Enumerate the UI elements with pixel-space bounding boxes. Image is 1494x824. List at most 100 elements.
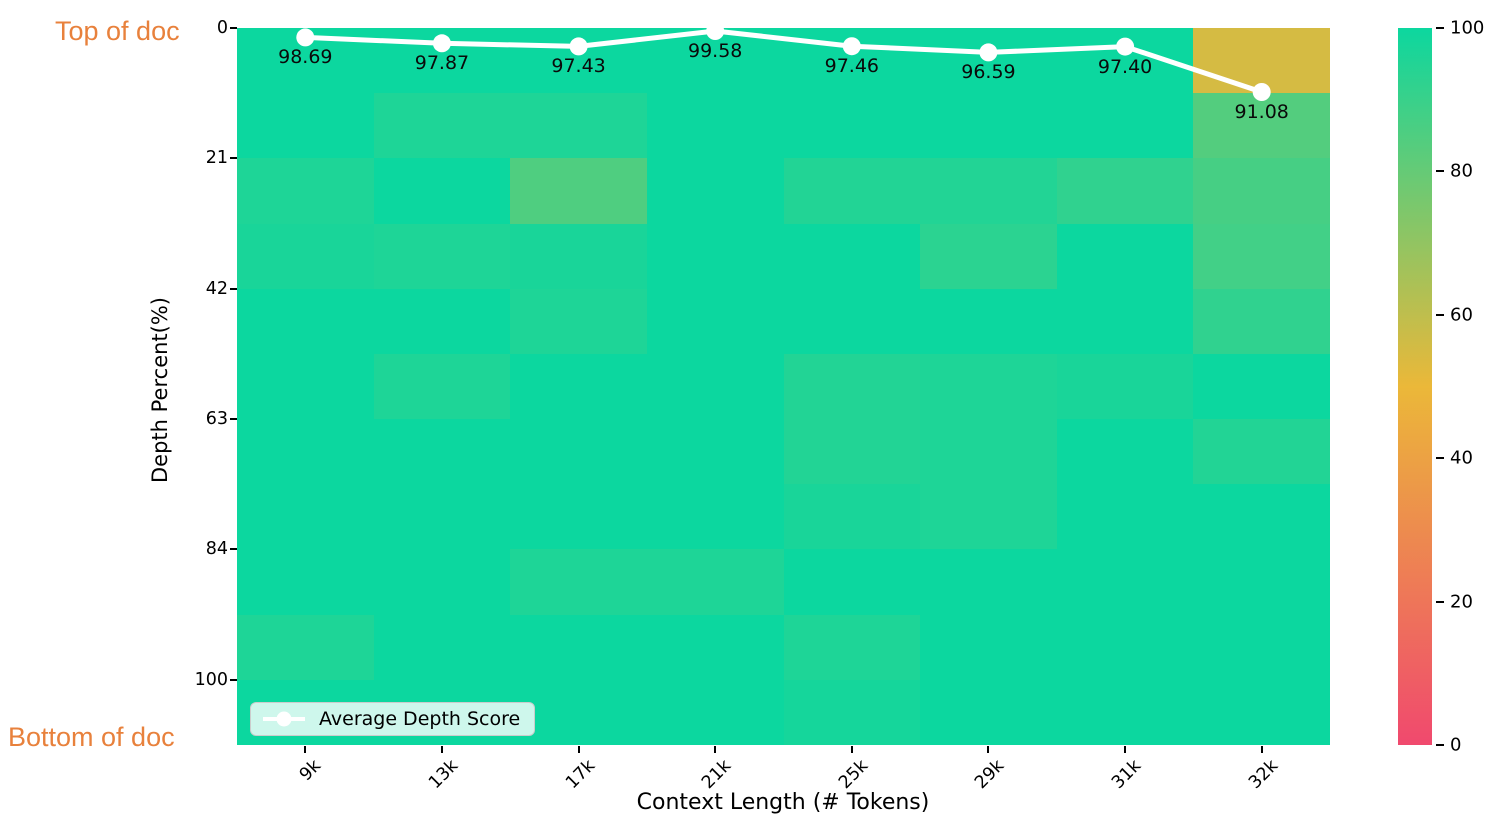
heatmap-cell — [646, 419, 784, 485]
colorbar-tick-label: 40 — [1450, 447, 1473, 469]
colorbar-tick-label: 100 — [1450, 17, 1485, 39]
heatmap-cell — [237, 223, 374, 289]
x-tick-label: 21k — [698, 756, 736, 794]
point-value-label: 91.08 — [1234, 100, 1289, 123]
heatmap-cell — [510, 614, 647, 680]
y-tick-label: 100 — [194, 669, 228, 690]
heatmap-cell — [237, 93, 374, 159]
heatmap-cell — [373, 419, 511, 485]
data-point-marker — [569, 37, 588, 56]
y-tick-mark — [230, 548, 237, 551]
colorbar-tick-mark — [1436, 744, 1444, 746]
data-point-marker — [296, 28, 315, 47]
heatmap-cell — [783, 223, 921, 289]
data-point-marker — [1116, 37, 1135, 56]
colorbar-tick-mark — [1436, 457, 1444, 460]
x-tick-label: 13k — [425, 756, 463, 794]
heatmap-cell — [1193, 93, 1330, 159]
top-of-doc-annotation: Top of doc — [55, 16, 180, 46]
y-tick-label: 42 — [205, 278, 228, 299]
heatmap-cell — [646, 549, 784, 615]
heatmap-cell — [1193, 679, 1330, 745]
data-point-marker — [979, 43, 998, 62]
heatmap-cell — [783, 93, 921, 159]
heatmap-cell — [646, 353, 784, 420]
heatmap-cell — [1193, 419, 1330, 485]
y-tick-label: 21 — [205, 148, 228, 169]
heatmap-cell — [237, 614, 374, 680]
heatmap-cell — [510, 223, 647, 289]
heatmap-cell — [373, 484, 511, 550]
x-tick-label: 31k — [1108, 756, 1146, 794]
heatmap-cell — [646, 484, 784, 550]
heatmap-cell — [373, 614, 511, 680]
point-value-label: 97.46 — [824, 55, 880, 78]
colorbar-tick-label: 60 — [1450, 304, 1473, 326]
x-tick-mark — [440, 746, 443, 753]
heatmap-cell — [783, 158, 921, 224]
heatmap-cell — [237, 353, 374, 420]
x-tick-mark — [850, 746, 853, 753]
heatmap-cell — [1193, 223, 1330, 289]
legend-line-marker-icon — [263, 711, 305, 727]
heatmap-cell — [920, 549, 1057, 615]
y-tick-mark — [230, 678, 237, 681]
heatmap-cell — [510, 93, 647, 159]
x-tick-label: 9k — [296, 756, 326, 786]
y-tick-label: 84 — [205, 539, 228, 560]
heatmap-cell — [510, 419, 647, 485]
point-value-label: 97.87 — [414, 52, 470, 75]
heatmap-cell — [237, 484, 374, 550]
heatmap-cell — [237, 549, 374, 615]
y-tick-mark — [230, 27, 237, 29]
x-tick-mark — [577, 746, 580, 753]
y-axis-title: Depth Percent(%) — [148, 297, 172, 483]
colorbar-tick-label: 0 — [1450, 734, 1462, 756]
x-tick-label: 17k — [561, 756, 599, 794]
heatmap-cell — [1056, 614, 1194, 680]
x-tick-mark — [987, 746, 990, 753]
heatmap-cell — [1193, 158, 1330, 224]
y-tick-label: 0 — [216, 18, 228, 38]
x-tick-label: 32k — [1244, 756, 1282, 794]
colorbar-tick-mark — [1436, 600, 1444, 603]
y-tick-label: 63 — [205, 409, 228, 430]
heatmap-cell — [1056, 484, 1194, 550]
y-tick-mark — [230, 157, 237, 160]
colorbar-tick-mark — [1436, 313, 1444, 316]
heatmap-cell — [1193, 614, 1330, 680]
heatmap-cell — [1193, 28, 1330, 94]
heatmap-cell — [1193, 549, 1330, 615]
heatmap-cell — [373, 93, 511, 159]
heatmap-cell — [783, 679, 921, 745]
heatmap-cell — [920, 288, 1057, 354]
heatmap-cell — [783, 353, 921, 420]
heatmap-cell — [510, 158, 647, 224]
heatmap-cell — [646, 614, 784, 680]
colorbar-tick-mark — [1436, 27, 1444, 29]
heatmap-cell — [237, 419, 374, 485]
y-tick-mark — [230, 287, 237, 290]
heatmap-cell — [646, 679, 784, 745]
heatmap-cell — [1056, 93, 1194, 159]
heatmap-cell — [1056, 223, 1194, 289]
x-tick-mark — [1260, 746, 1263, 753]
point-value-label: 97.40 — [1097, 55, 1153, 78]
heatmap-cell — [920, 614, 1057, 680]
legend: Average Depth Score — [250, 702, 536, 736]
heatmap-cell — [920, 93, 1057, 159]
heatmap-cell — [783, 549, 921, 615]
heatmap-cell — [646, 158, 784, 224]
heatmap-cell — [1056, 679, 1194, 745]
heatmap-cell — [1056, 158, 1194, 224]
colorbar-tick-label: 80 — [1450, 160, 1473, 182]
heatmap-cell — [920, 158, 1057, 224]
x-tick-mark — [304, 746, 307, 753]
heatmap-cell — [237, 158, 374, 224]
heatmap-cell — [920, 679, 1057, 745]
heatmap-cell — [373, 223, 511, 289]
heatmap-cells — [237, 28, 1330, 745]
colorbar — [1398, 28, 1432, 745]
heatmap-cell — [1056, 419, 1194, 485]
